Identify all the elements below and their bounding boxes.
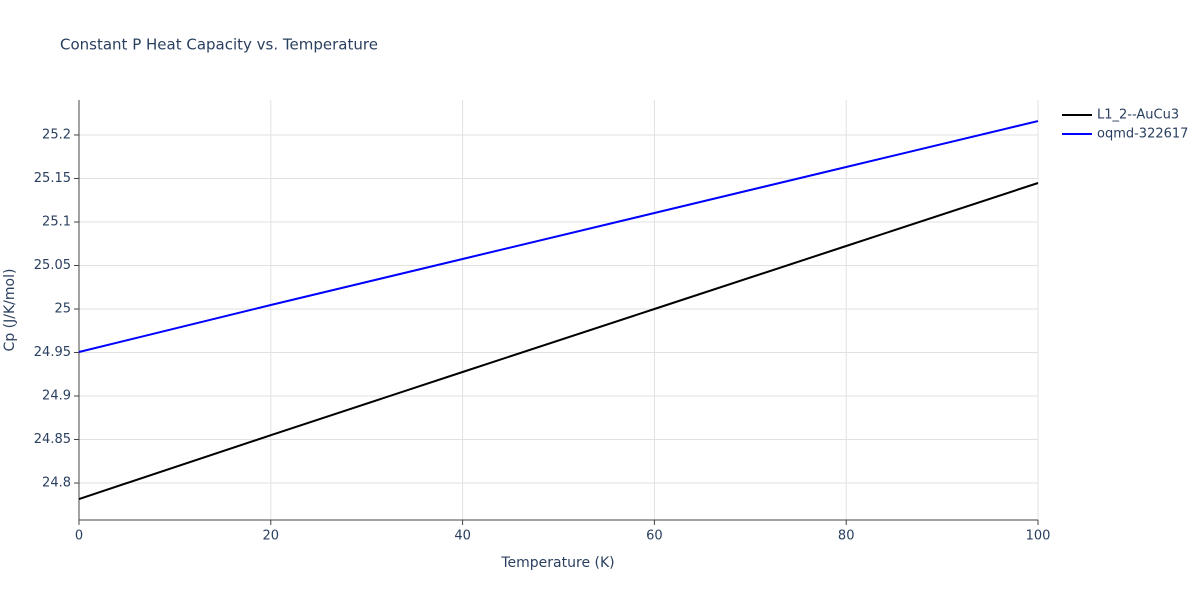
x-tick-label: 100 xyxy=(1026,529,1051,544)
y-tick-label: 24.85 xyxy=(34,432,71,447)
legend-label: oqmd-322617 xyxy=(1097,127,1188,142)
y-tick-label: 25.05 xyxy=(34,258,71,273)
chart-title: Constant P Heat Capacity vs. Temperature xyxy=(60,36,378,54)
x-tick-label: 20 xyxy=(263,529,280,544)
y-tick-label: 24.9 xyxy=(42,389,71,404)
series-line xyxy=(78,182,1039,500)
x-tick-label: 0 xyxy=(75,529,83,544)
x-tick-label: 60 xyxy=(646,529,663,544)
x-tick-label: 40 xyxy=(454,529,471,544)
y-tick-label: 24.95 xyxy=(34,345,71,360)
x-axis-label: Temperature (K) xyxy=(500,555,614,571)
y-tick-label: 25.2 xyxy=(42,127,71,142)
y-tick-label: 25.15 xyxy=(34,171,71,186)
y-tick-label: 25.1 xyxy=(42,214,71,229)
series-line xyxy=(78,120,1039,353)
x-tick-label: 80 xyxy=(838,529,855,544)
y-axis-label: Cp (J/K/mol) xyxy=(2,269,18,352)
y-tick-label: 24.8 xyxy=(42,476,71,491)
legend-label: L1_2--AuCu3 xyxy=(1097,108,1179,123)
y-tick-label: 25 xyxy=(54,301,71,316)
